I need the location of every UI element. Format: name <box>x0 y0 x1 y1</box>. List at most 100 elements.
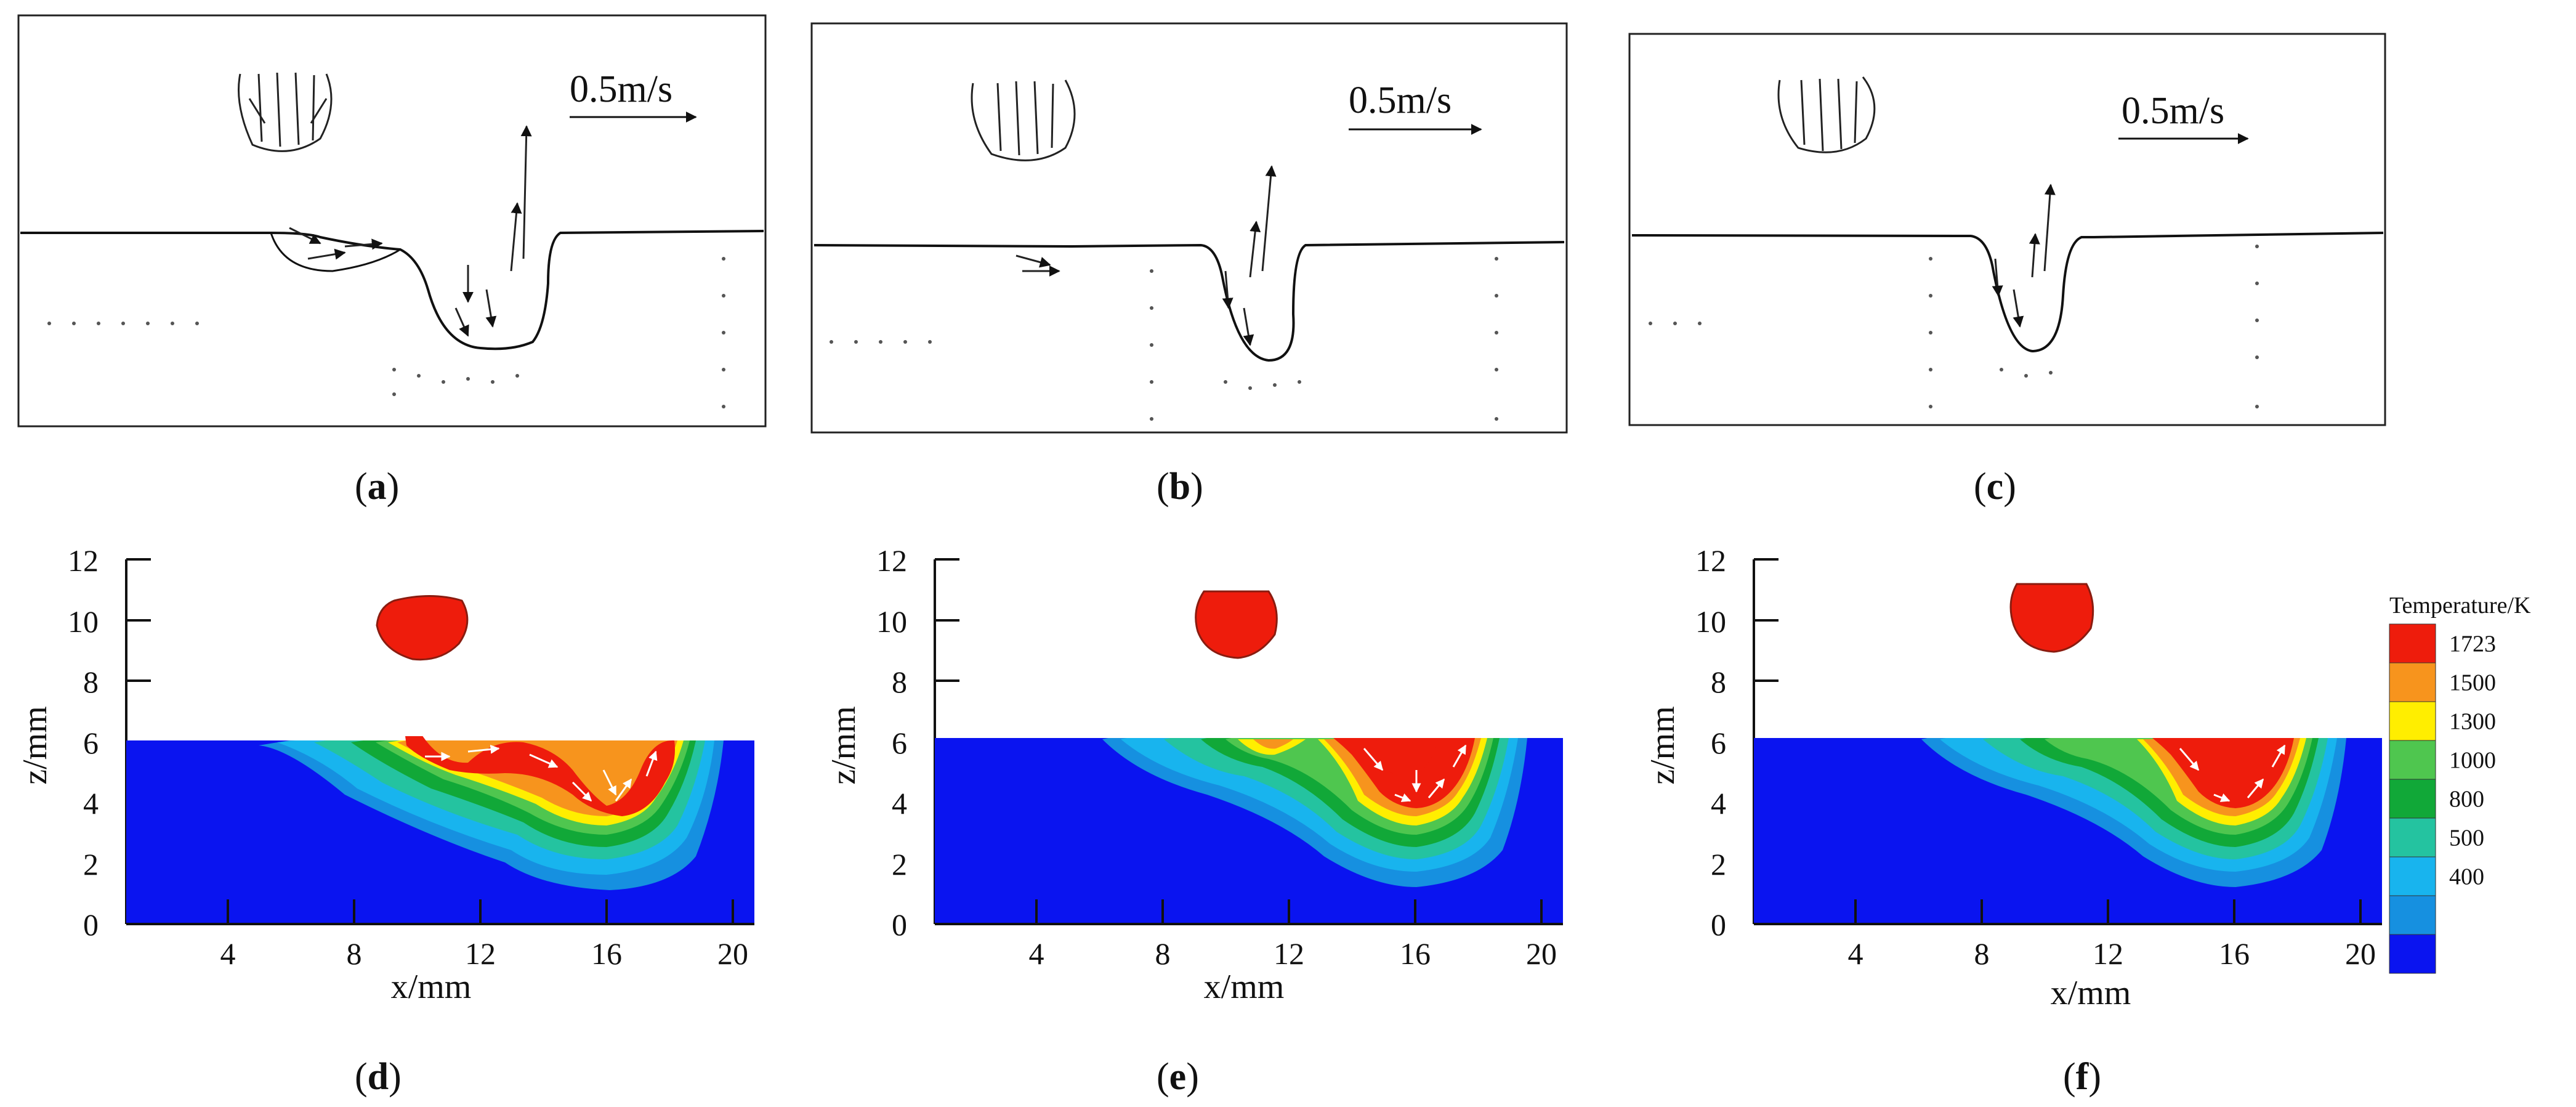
pool-vectors <box>1992 184 2056 328</box>
y-tick: 10 <box>1695 604 1726 639</box>
legend-swatch <box>2389 701 2436 741</box>
legend-swatch <box>2389 817 2436 858</box>
y-tick: 8 <box>1711 665 1726 699</box>
y-axis-title: z/mm <box>16 706 54 785</box>
x-tick: 8 <box>1974 936 1990 971</box>
flow-arrows <box>1363 744 1467 802</box>
droplet-vectors <box>1777 76 1876 153</box>
flow-arrows <box>2179 744 2286 802</box>
y-axis-title: z/mm <box>825 706 863 785</box>
y-axis-title: z/mm <box>1644 706 1682 785</box>
x-tick: 8 <box>1155 936 1171 971</box>
legend-swatch <box>2389 895 2436 935</box>
x-tick: 12 <box>1274 936 1304 971</box>
legend-label: 400 <box>2449 864 2484 890</box>
y-tick: 8 <box>892 665 907 699</box>
grid-dots <box>830 257 1498 421</box>
x-tick: 12 <box>465 936 496 971</box>
scale-label: 0.5m/s <box>1349 79 1452 121</box>
y-tick: 2 <box>83 847 99 882</box>
y-tick: 2 <box>1711 847 1726 882</box>
x-axis-title: x/mm <box>1204 968 1285 1006</box>
x-tick: 16 <box>1400 936 1431 971</box>
temperature-legend: Temperature/K 1723 1500 1300 1000 800 500 400 <box>2389 593 2531 974</box>
caption-b: (b) <box>1157 466 1203 508</box>
panel-frame <box>17 14 767 428</box>
legend-label: 1723 <box>2449 631 2496 657</box>
velocity-panel-b: 0.5m/s <box>810 22 1568 434</box>
melt-pool <box>405 736 675 816</box>
legend-swatch <box>2389 623 2436 663</box>
y-tick: 2 <box>892 847 907 882</box>
x-tick: 4 <box>1848 936 1863 971</box>
y-tick-labels: 0 2 4 6 8 10 12 <box>876 543 907 942</box>
legend-title: Temperature/K <box>2389 593 2531 618</box>
y-tick-labels: 0 2 4 6 8 10 12 <box>1695 543 1726 942</box>
caption-e: (e) <box>1157 1056 1199 1098</box>
y-tick: 4 <box>1711 786 1726 821</box>
droplet <box>376 595 469 661</box>
x-tick-labels: 4 8 12 16 20 <box>1848 936 2376 971</box>
y-tick: 4 <box>892 786 907 821</box>
y-tick: 6 <box>892 726 907 760</box>
temperature-panel-f: 0 2 4 6 8 10 12 z/mm <box>1644 543 2382 1012</box>
caption-a: (a) <box>355 466 399 508</box>
y-tick: 12 <box>68 543 99 578</box>
panel-frame <box>1628 33 2386 426</box>
scale-label: 0.5m/s <box>570 68 672 110</box>
legend-label: 800 <box>2449 787 2484 813</box>
droplet <box>1195 590 1278 659</box>
velocity-panel-a: 0.5m/s <box>17 14 767 428</box>
x-axis-title: x/mm <box>391 968 472 1006</box>
x-tick: 16 <box>591 936 622 971</box>
x-tick: 12 <box>2093 936 2123 971</box>
x-axis <box>935 899 1563 925</box>
x-tick: 20 <box>2345 936 2376 971</box>
pool-vectors <box>289 125 532 337</box>
legend-label: 1300 <box>2449 709 2496 735</box>
y-tick: 6 <box>1711 726 1726 760</box>
x-tick: 20 <box>717 936 748 971</box>
legend-swatch <box>2389 934 2436 974</box>
y-tick: 12 <box>1695 543 1726 578</box>
x-tick-labels: 4 8 12 16 20 <box>220 936 749 971</box>
y-tick: 6 <box>83 726 99 760</box>
substrate-surface <box>1631 232 2384 353</box>
y-tick: 8 <box>83 665 99 699</box>
grid-dots <box>1649 245 2259 408</box>
x-axis-title: x/mm <box>2051 974 2131 1012</box>
legend-swatch <box>2389 779 2436 819</box>
y-tick: 4 <box>83 786 99 821</box>
melt-pool-boundary <box>270 232 401 272</box>
legend-swatch <box>2389 740 2436 780</box>
y-tick: 10 <box>68 604 99 639</box>
panel-frame <box>810 22 1568 434</box>
temperature-panel-e: 0 2 4 6 8 10 12 z/mm <box>825 543 1563 1006</box>
y-tick-labels: 0 2 4 6 8 10 12 <box>68 543 99 942</box>
grid-dots <box>47 257 725 408</box>
temperature-panel-d: 0 2 4 6 8 10 12 z/mm <box>16 543 754 1006</box>
legend-swatch <box>2389 856 2436 896</box>
substrate-surface <box>20 230 764 351</box>
y-tick: 10 <box>876 604 907 639</box>
legend-label: 1500 <box>2449 670 2496 696</box>
legend-swatches <box>2389 623 2436 974</box>
droplet-vectors <box>238 72 333 152</box>
y-tick: 0 <box>892 907 907 942</box>
caption-f: (f) <box>2063 1056 2101 1098</box>
droplet-vectors <box>971 79 1076 161</box>
substrate-surface <box>814 241 1565 362</box>
y-tick: 12 <box>876 543 907 578</box>
x-tick: 20 <box>1526 936 1557 971</box>
legend-label: 1000 <box>2449 748 2496 774</box>
caption-c: (c) <box>1974 466 2016 508</box>
y-tick: 0 <box>83 907 99 942</box>
x-tick: 8 <box>347 936 362 971</box>
caption-d: (d) <box>355 1056 402 1098</box>
flow-arrows <box>425 744 658 802</box>
legend-labels: 1723 1500 1300 1000 800 500 400 <box>2449 631 2496 890</box>
velocity-panel-c: 0.5m/s <box>1628 33 2386 426</box>
x-axis <box>1754 899 2382 925</box>
x-tick: 4 <box>220 936 236 971</box>
x-tick: 16 <box>2219 936 2250 971</box>
